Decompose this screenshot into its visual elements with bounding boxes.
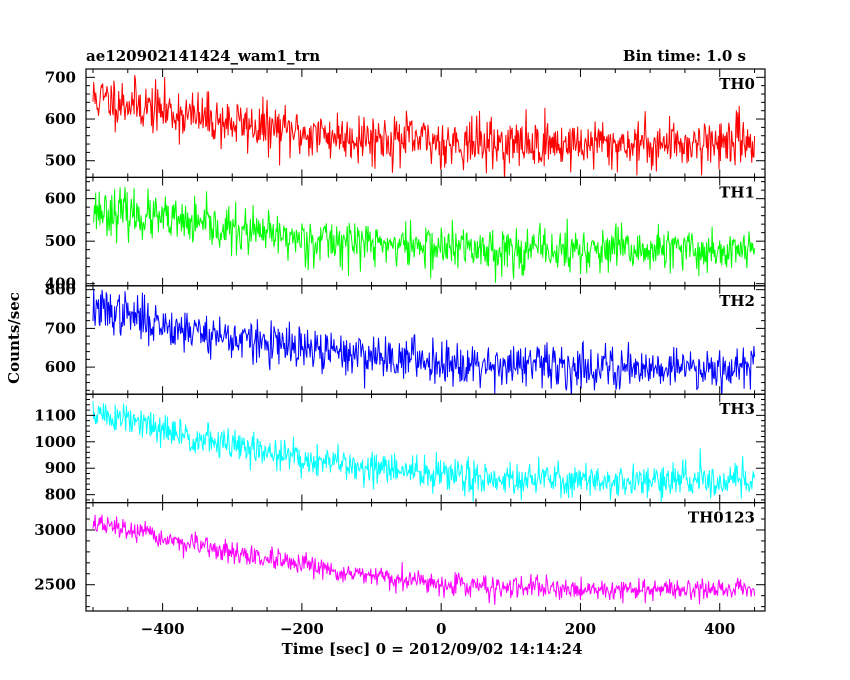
y-tick-label: 700 [45,319,76,337]
y-tick-label: 600 [45,190,76,208]
y-tick-label: 900 [45,459,76,477]
series-line-th0 [92,75,756,178]
y-tick-label: 400 [45,275,76,293]
bin-time-label: Bin time: 1.0 s [623,47,746,65]
panels-group: TH0 500 600 700 TH1 400 500 600 TH2 600 700 800 TH3 8… [34,68,766,638]
y-tick-label: 500 [45,232,76,250]
y-tick-label: 800 [45,281,76,299]
series-line-th0123 [92,514,756,605]
y-tick-label: 700 [45,68,76,86]
panel-label-th0123: TH0123 [688,509,755,527]
y-tick-label: 1100 [34,406,76,424]
panel-label-th0: TH0 [719,75,755,93]
x-tick-label: −400 [141,620,185,638]
x-tick-label: −200 [280,620,324,638]
series-th0123-group [92,514,756,605]
series-line-th3 [92,401,756,503]
y-tick-label: 3000 [34,521,76,539]
x-tick-label: 200 [565,620,596,638]
y-tick-label: 1000 [34,433,76,451]
y-tick-label: 2500 [34,576,76,594]
series-line-th2 [92,288,756,395]
chart-title: ae120902141424_wam1_trn [86,47,320,65]
series-th3-group [92,401,756,503]
y-tick-label: 800 [45,486,76,504]
panel-label-th2: TH2 [719,292,755,310]
x-tick-label: 400 [704,620,735,638]
panel-label-th1: TH1 [719,183,755,201]
panel-label-th3: TH3 [719,400,755,418]
panel-frame-th0 [85,68,766,179]
x-tick-label: 0 [436,620,446,638]
series-th0-group [92,75,756,178]
panel-frame-th0123 [85,502,766,612]
y-axis-label: Counts/sec [5,292,23,384]
y-tick-label: 500 [45,152,76,170]
series-th2-group [92,288,756,395]
y-tick-label: 600 [45,110,76,128]
series-th1-group [92,186,756,283]
y-tick-label: 600 [45,358,76,376]
x-axis-label: Time [sec] 0 = 2012/09/02 14:14:24 [282,640,583,658]
series-line-th1 [92,186,756,283]
